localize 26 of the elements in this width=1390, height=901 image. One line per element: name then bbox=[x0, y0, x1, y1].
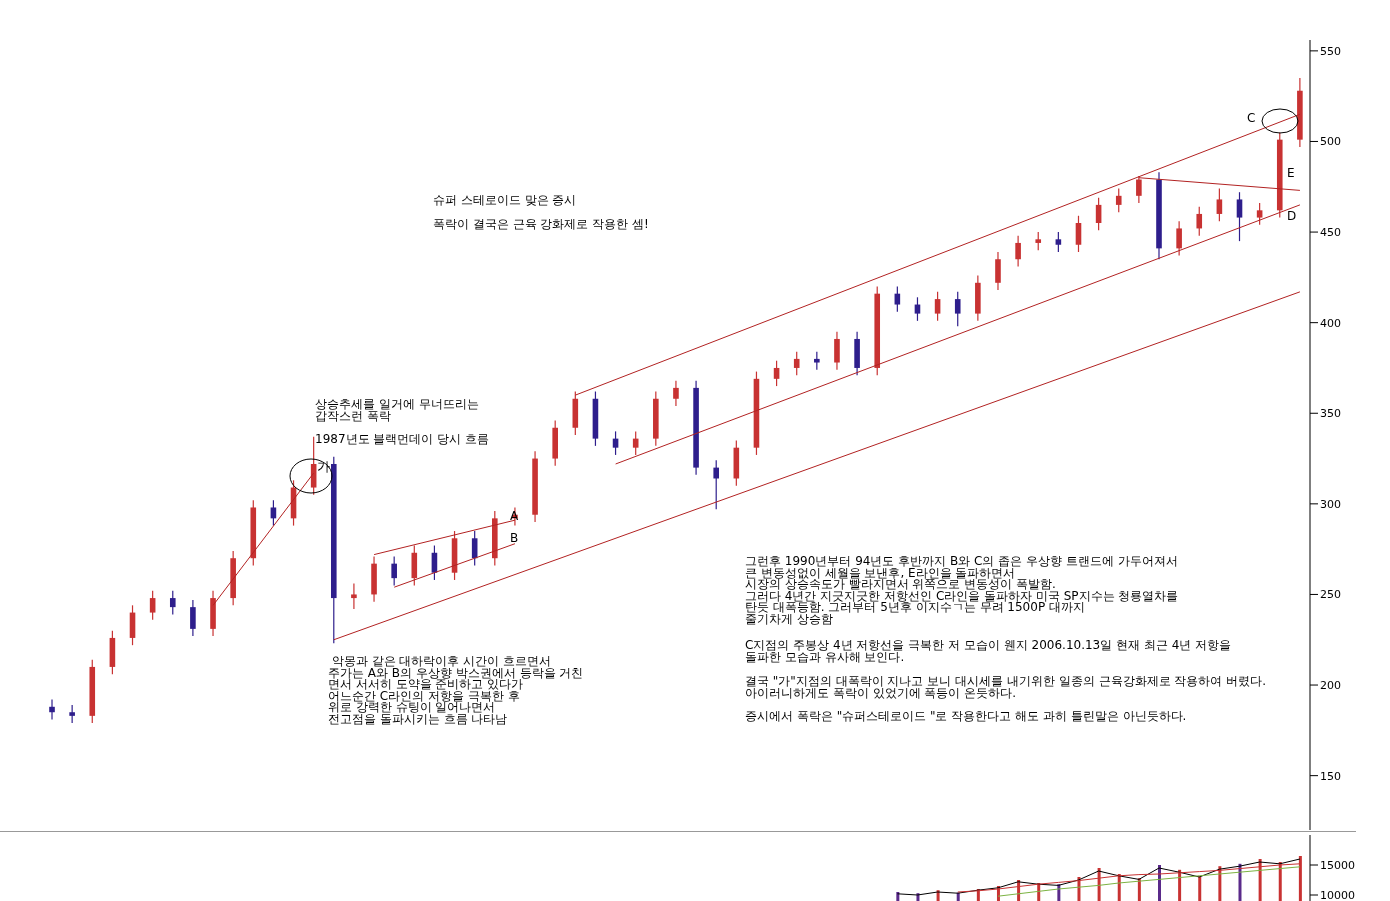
y-tick-label: 450 bbox=[1320, 225, 1341, 239]
annotation: 결국 "가"지점의 대폭락이 지나고 보니 대시세를 내기위한 일종의 근육강화제로 작용하여 버렸다. 아이러니하게도 폭락이 있었기에 폭등이 온듯하다. bbox=[745, 674, 1266, 700]
annotation: C bbox=[1247, 111, 1256, 125]
annotation: B bbox=[510, 531, 519, 545]
annotation: E bbox=[1287, 166, 1295, 180]
annotation: 증시에서 폭락은 "슈퍼스테로이드 "로 작용한다고 해도 과히 틀린말은 아닌듯하다. bbox=[745, 709, 1187, 723]
annotation: 슈퍼 스테로이드 맞은 증시 bbox=[433, 193, 577, 207]
annotation: D bbox=[1287, 209, 1297, 223]
y-tick-label: 300 bbox=[1320, 497, 1341, 511]
annotation: 악몽과 같은 대하락이후 시간이 흐르면서 주가는 A와 B의 우상향 박스권에서 등락을 거친 면서 서서히 도약을 준비하고 있다가 어느순간 C라인의 저항을 극복한 후 위로 강력한 슈팅이 일어나면서 전고점을 돌파시키는 흐름 나타남 bbox=[328, 654, 584, 726]
annotation: 가 bbox=[317, 459, 330, 474]
y-tick-label: 400 bbox=[1320, 316, 1341, 330]
annotation: C지점의 주봉상 4년 저항선을 극복한 저 모습이 웬지 2006.10.13일 현재 최근 4년 저항을 돌파한 모습과 유사해 보인다. bbox=[745, 638, 1232, 664]
annotation: 그런후 1990년부터 94년도 후반까지 B와 C의 좁은 우상향 트랜드에 가두어져서 큰 변동성없이 세월을 보낸후, E라인을 돌파하면서 시장의 상승속도가 빨라지면서 위쪽으로 변동성이 폭발함. 그러다 4년간 지긋지긋한 저항선인 C라인을 돌파하자 미국 SP지수는 청룡열차를 탄듯 대폭등함. 그러부터 5년후 이지수ㄱ는 무려 1500P 대까지 줄기차게 상승함 bbox=[745, 554, 1179, 626]
y-tick-label: 500 bbox=[1320, 135, 1341, 149]
y-tick-label: 15000 bbox=[1320, 858, 1355, 872]
y-tick-label: 10000 bbox=[1320, 888, 1355, 901]
annotation: A bbox=[510, 509, 519, 523]
annotation: 상승추세를 일거에 무너뜨리는 갑작스런 폭락 bbox=[315, 397, 479, 423]
y-tick-label: 200 bbox=[1320, 678, 1341, 692]
y-tick-label: 250 bbox=[1320, 588, 1341, 602]
y-tick-label: 150 bbox=[1320, 769, 1341, 783]
annotation: 1987년도 블랙먼데이 당시 흐름 bbox=[315, 432, 489, 446]
y-tick-label: 550 bbox=[1320, 44, 1341, 58]
y-tick-label: 350 bbox=[1320, 407, 1341, 421]
annotation: 폭락이 결국은 근육 강화제로 작용한 셈! bbox=[433, 217, 649, 231]
